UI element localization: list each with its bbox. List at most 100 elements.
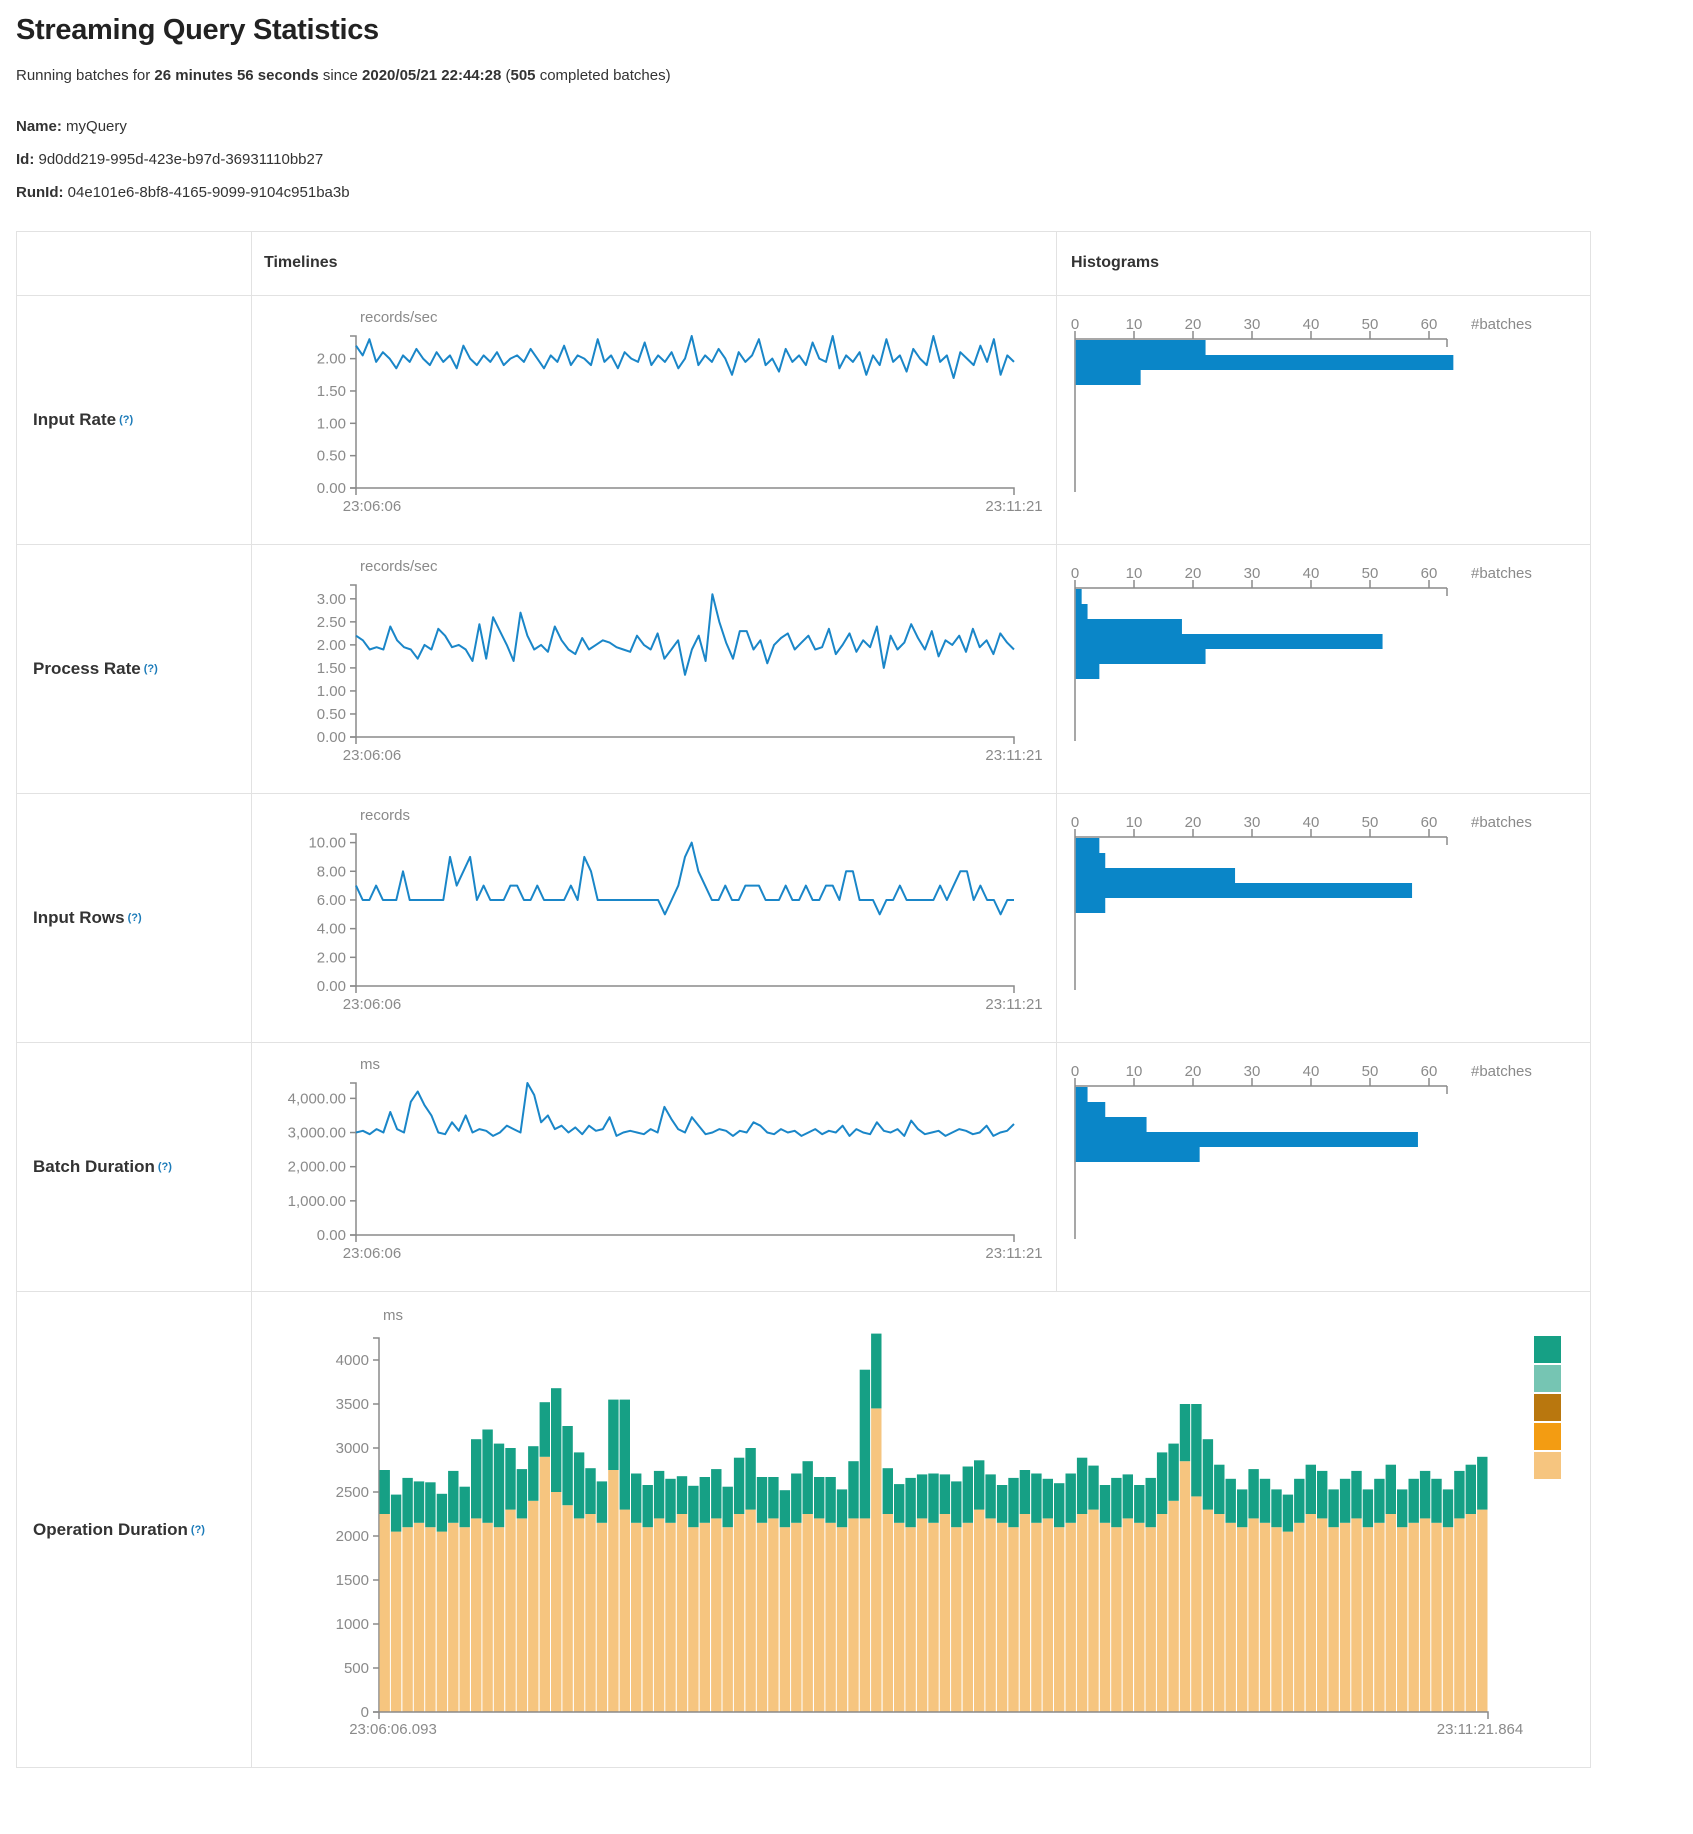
name-label: Name:	[16, 118, 62, 135]
operation-duration-help-icon[interactable]: (?)	[190, 1523, 205, 1536]
stack-top-segment	[642, 1485, 653, 1528]
stack-top-segment	[1385, 1464, 1396, 1514]
y-axis: 3.00 2.50 2.00 1.50 1.00 0.50 0.00	[317, 584, 357, 746]
stack-top-segment	[951, 1481, 962, 1528]
batches-suffix: completed batches)	[535, 67, 671, 84]
stack-base-segment	[1408, 1522, 1419, 1712]
svg-text:40: 40	[1303, 316, 1320, 333]
stack-base-segment	[951, 1527, 962, 1712]
stack-base-segment	[1168, 1500, 1179, 1712]
stack-base-segment	[1134, 1522, 1145, 1712]
svg-text:10: 10	[1126, 814, 1143, 831]
stack-base-segment	[1317, 1518, 1328, 1712]
svg-text:23:06:06: 23:06:06	[343, 498, 401, 515]
id-value: 9d0dd219-995d-423e-b97d-36931110bb27	[38, 151, 324, 168]
stack-base-segment	[653, 1518, 665, 1712]
stack-base-segment	[1419, 1518, 1431, 1712]
stack-base-segment	[1076, 1514, 1088, 1712]
stack-top-segment	[1042, 1478, 1053, 1519]
stack-top-segment	[1408, 1478, 1419, 1523]
stack-top-segment	[688, 1485, 699, 1528]
histogram-bar	[1075, 355, 1454, 370]
svg-text:10: 10	[1126, 1063, 1143, 1080]
input-rows-help-icon[interactable]: (?)	[127, 912, 142, 924]
input-rate-label: Input Rate	[33, 410, 117, 429]
stack-top-segment	[1259, 1478, 1271, 1523]
stack-top-segment	[1008, 1477, 1019, 1528]
stack-top-segment	[1317, 1470, 1328, 1519]
x-axis: 23:06:06 23:11:21	[343, 487, 1043, 515]
stack-base-segment	[1214, 1514, 1225, 1712]
stack-base-segment	[1339, 1522, 1351, 1712]
input-rate-help-icon[interactable]: (?)	[119, 414, 134, 426]
svg-text:60: 60	[1421, 814, 1438, 831]
stack-base-segment	[619, 1509, 630, 1712]
svg-text:10: 10	[1126, 316, 1143, 333]
start-timestamp: 2020/05/21 22:44:28	[362, 67, 502, 84]
y-axis: 10.00 8.00 6.00 4.00 2.00 0.00	[308, 833, 357, 995]
process-rate-label: Process Rate	[33, 659, 141, 678]
svg-text:3000: 3000	[336, 1440, 369, 1457]
svg-text:40: 40	[1303, 1063, 1320, 1080]
legend-swatch-icon	[1534, 1336, 1561, 1363]
stack-top-segment	[1237, 1489, 1248, 1528]
stack-top-segment	[745, 1448, 756, 1510]
input-rows-histogram-chart: 0 10 20 30 40 50 60 #batches	[1071, 814, 1532, 990]
stack-base-segment	[1351, 1518, 1362, 1712]
stack-base-segment	[882, 1514, 893, 1712]
svg-text:6.00: 6.00	[317, 892, 346, 909]
stack-base-segment	[585, 1514, 596, 1712]
stack-base-segment	[974, 1509, 985, 1712]
stack-top-segment	[608, 1399, 619, 1470]
stack-top-segment	[859, 1369, 871, 1519]
x-axis: 0 10 20 30 40 50 60	[1071, 1063, 1448, 1239]
stack-top-segment	[1088, 1465, 1099, 1510]
stack-base-segment	[928, 1522, 939, 1712]
histogram-bar	[1075, 1087, 1088, 1102]
svg-text:30: 30	[1244, 1063, 1261, 1080]
stack-base-segment	[1054, 1527, 1065, 1712]
stack-top-segment	[1054, 1483, 1065, 1528]
svg-text:0.00: 0.00	[317, 480, 346, 497]
running-batches-summary: Running batches for 26 minutes 56 second…	[16, 67, 1693, 84]
stack-base-segment	[1088, 1509, 1099, 1712]
stack-base-segment	[1099, 1522, 1111, 1712]
stack-base-segment	[985, 1518, 996, 1712]
stack-top-segment	[974, 1460, 985, 1510]
streaming-query-statistics-page: Streaming Query Statistics Running batch…	[0, 14, 1693, 1768]
stack-base-segment	[1477, 1509, 1488, 1712]
svg-text:50: 50	[1362, 814, 1379, 831]
stack-base-segment	[1454, 1518, 1465, 1712]
svg-text:0: 0	[1071, 316, 1079, 333]
stack-base-segment	[779, 1527, 791, 1712]
stack-base-segment	[642, 1527, 653, 1712]
stack-top-segment	[756, 1477, 768, 1523]
x-axis: 0 10 20 30 40 50 60	[1071, 316, 1448, 492]
stack-base-segment	[1225, 1522, 1236, 1712]
svg-text:20: 20	[1185, 814, 1202, 831]
table-row-operation-duration: Operation Duration (?) ms 4000 3500 3000 2500…	[17, 1292, 1590, 1767]
runid-label: RunId:	[16, 184, 64, 201]
input-rate-histogram-chart: 0 10 20 30 40 50 60 #batches	[1071, 316, 1532, 492]
stack-top-segment	[596, 1481, 608, 1523]
batch-duration-help-icon[interactable]: (?)	[157, 1161, 172, 1173]
stack-base-segment	[471, 1518, 482, 1712]
stack-top-segment	[1076, 1457, 1088, 1514]
stack-base-segment	[1179, 1461, 1191, 1712]
stack-top-segment	[436, 1493, 448, 1532]
stack-top-segment	[459, 1486, 470, 1528]
stack-top-segment	[905, 1477, 916, 1528]
stack-base-segment	[802, 1514, 813, 1712]
svg-text:60: 60	[1421, 565, 1438, 582]
table-row-batch-duration: Batch Duration (?) ms 4,000.00 3,000.00 2,00…	[17, 1043, 1590, 1292]
stack-top-segment	[1134, 1485, 1145, 1523]
stack-top-segment	[882, 1468, 893, 1514]
stack-top-segment	[379, 1470, 390, 1514]
stack-top-segment	[985, 1474, 996, 1519]
svg-text:1.00: 1.00	[317, 415, 346, 432]
svg-text:30: 30	[1244, 814, 1261, 831]
process-rate-help-icon[interactable]: (?)	[143, 663, 158, 675]
stack-top-segment	[1179, 1404, 1191, 1462]
stack-top-segment	[1168, 1443, 1179, 1501]
stack-base-segment	[1065, 1522, 1076, 1712]
